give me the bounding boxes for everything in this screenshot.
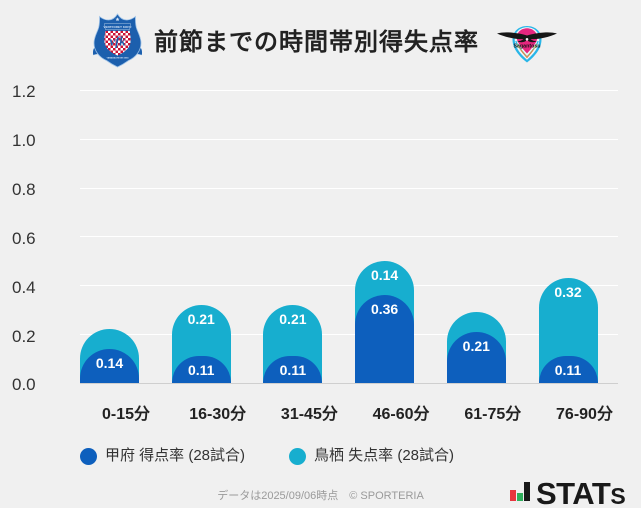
svg-text:VENTFORET KOFU: VENTFORET KOFU (104, 25, 132, 29)
svg-text:YAMANASHI EST.1965: YAMANASHI EST.1965 (107, 56, 130, 59)
svg-text:Sagantosu: Sagantosu (513, 44, 540, 50)
svg-text:vfk: vfk (110, 35, 127, 49)
